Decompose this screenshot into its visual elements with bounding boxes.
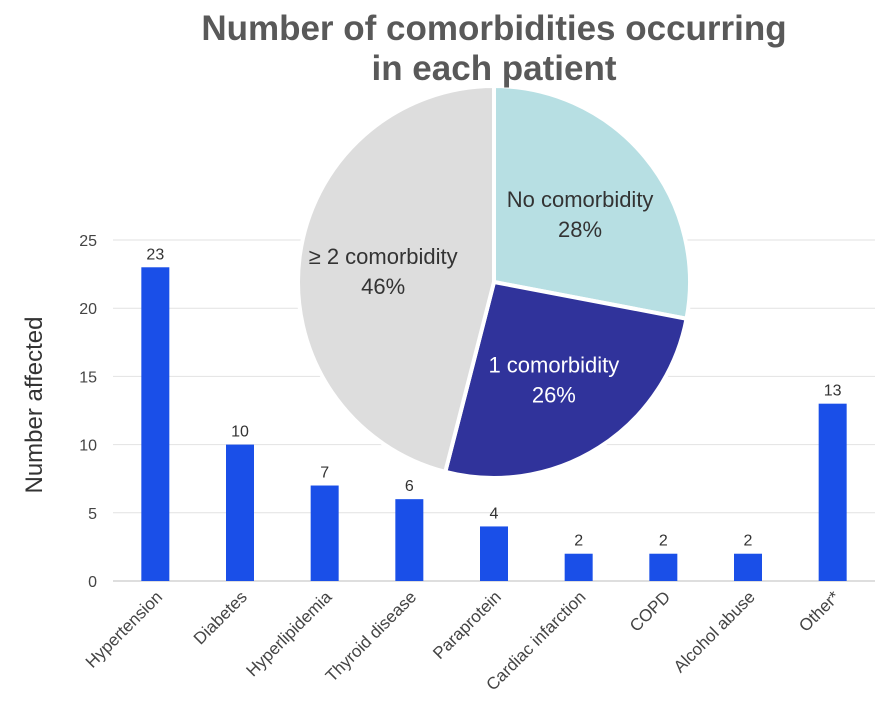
bar	[564, 553, 593, 581]
pie-slice-percent: 28%	[558, 217, 602, 242]
pie-title-line-1: Number of comorbidities occurring	[201, 9, 786, 48]
category-label: Other*	[795, 587, 843, 635]
pie-slice	[492, 84, 692, 321]
pie-slice-percent: 46%	[361, 274, 405, 299]
y-tick-label: 15	[79, 369, 97, 386]
bar-value-label: 7	[320, 465, 329, 482]
y-tick-label: 25	[79, 233, 97, 250]
pie-chart: No comorbidity 28% 1 comorbidity 26% ≥ 2 com…	[296, 84, 692, 480]
bar	[226, 444, 254, 581]
category-label: Paraprotein	[429, 587, 505, 663]
bar-value-label: 10	[231, 424, 249, 441]
bar-value-label: 13	[824, 383, 842, 400]
category-label: Alcohol abuse	[670, 587, 759, 676]
category-label: Hyperlipidemia	[243, 587, 336, 680]
bar-value-label: 2	[574, 533, 583, 550]
bar-value-label: 2	[744, 533, 753, 550]
bar	[649, 553, 678, 581]
pie-slice-name: No comorbidity	[507, 187, 654, 212]
category-label: Hypertension	[82, 587, 166, 671]
y-tick-label: 10	[79, 438, 97, 455]
pie-slice-name: ≥ 2 comorbidity	[309, 244, 458, 269]
category-label: Thyroid disease	[322, 587, 420, 685]
y-axis-label: Number affected	[21, 317, 48, 494]
bar-value-label: 2	[659, 533, 668, 550]
y-tick-label: 20	[79, 301, 97, 318]
pie-slices	[296, 84, 692, 480]
pie-slice	[443, 280, 689, 480]
bar	[141, 267, 170, 581]
bar	[310, 485, 339, 581]
pie-labels: No comorbidity 28% 1 comorbidity 26% ≥ 2 com…	[309, 187, 654, 408]
bars	[141, 267, 847, 581]
pie-slice-percent: 26%	[532, 382, 576, 407]
bar-value-label: 4	[490, 505, 499, 522]
y-axis-ticks: 0 5 10 15 20 25	[79, 233, 97, 591]
bar	[395, 499, 424, 581]
bar-value-label: 23	[146, 246, 164, 263]
y-tick-label: 5	[88, 506, 97, 523]
bar	[734, 553, 762, 581]
category-label: COPD	[626, 587, 674, 635]
pie-slice	[296, 84, 496, 474]
category-label: Diabetes	[190, 587, 251, 648]
pie-title-line-2: in each patient	[371, 49, 616, 88]
bar	[818, 403, 847, 581]
pie-slice-name: 1 comorbidity	[488, 352, 619, 377]
bar-value-label: 6	[405, 478, 414, 495]
bar	[480, 526, 508, 581]
value-labels: 23 10 7 6 4 2 2 2 13	[146, 246, 841, 549]
y-tick-label: 0	[88, 574, 97, 591]
category-labels: Hypertension DiabetesHyperlipidemiaThyroi…	[82, 587, 844, 694]
